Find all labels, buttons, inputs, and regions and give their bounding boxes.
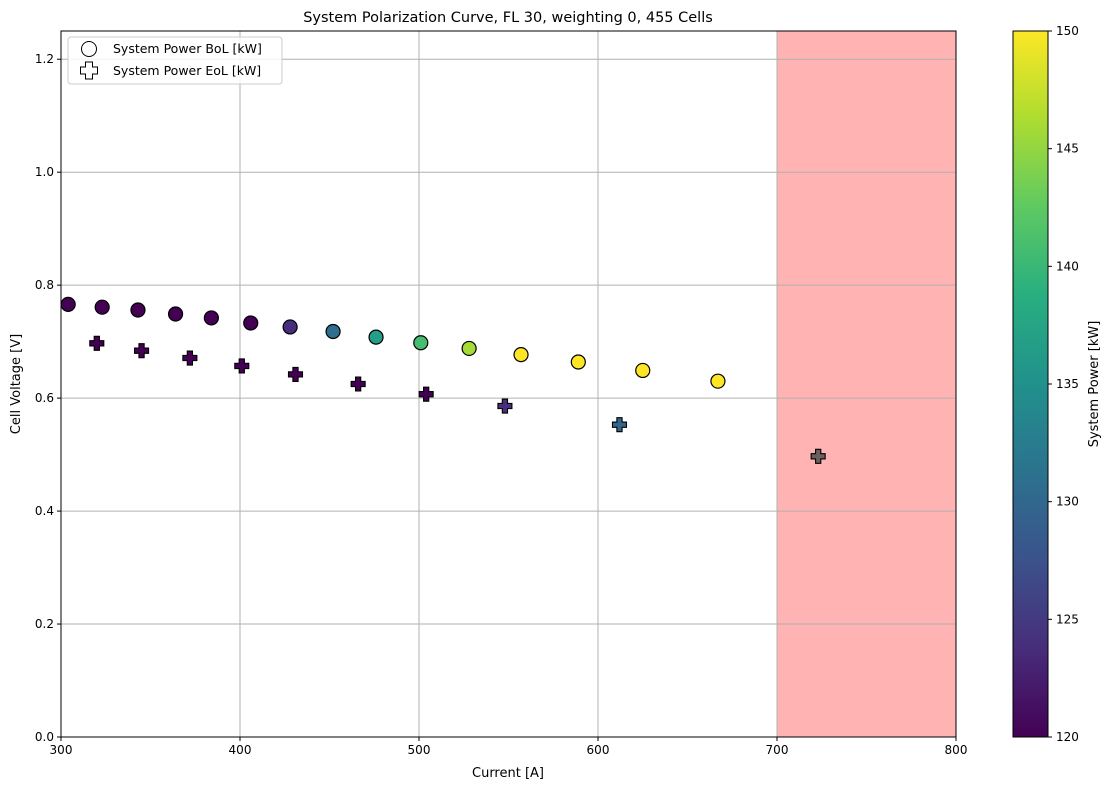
grid-lines [60,31,957,738]
colorbar-tick-label: 135 [1056,377,1079,391]
y-tick-label: 0.4 [35,504,54,518]
bol-point [325,323,341,340]
colorbar-tick-label: 130 [1056,495,1079,509]
eol-point [234,358,250,374]
legend: System Power BoL [kW] System Power EoL [… [67,36,283,85]
x-tick-label: 500 [408,743,431,757]
bol-point [130,302,146,318]
bol-point [570,354,586,370]
x-axis-ticks: 300 400 500 600 700 800 [50,737,968,757]
legend-label-bol: System Power BoL [kW] [113,41,262,56]
eol-point [287,366,304,382]
y-axis-label: Cell Voltage [V] [9,334,24,434]
shaded-region [777,31,956,737]
bol-point [635,362,651,379]
legend-plus-marker [80,61,98,80]
colorbar-label: System Power [kW] [1087,321,1102,448]
colorbar-tick-label: 140 [1056,259,1079,273]
bol-point [282,319,298,335]
bol-point [461,340,477,357]
y-tick-label: 1.0 [35,165,54,179]
y-tick-label: 0.0 [35,730,54,744]
bol-point [94,299,110,315]
y-tick-label: 0.8 [35,278,54,292]
bol-point [710,373,726,389]
eol-point [350,376,366,392]
x-tick-label: 300 [50,743,73,757]
x-axis-label: Current [A] [472,766,544,781]
bol-point [167,306,184,322]
bol-point [413,335,429,351]
colorbar-tick-label: 125 [1056,612,1079,626]
y-tick-label: 0.2 [35,617,54,631]
colorbar-tick-label: 145 [1056,142,1079,156]
bol-point [368,329,384,345]
bol-point [203,310,219,326]
eol-point [89,335,105,351]
y-tick-label: 0.6 [35,391,54,405]
chart-title: System Polarization Curve, FL 30, weight… [303,10,713,26]
eol-point [810,448,826,464]
colorbar-ticks: 120 125 130 135 140 145 150 [1048,24,1079,744]
colorbar-tick-label: 120 [1056,730,1079,744]
legend-box [67,36,283,85]
y-tick-label: 1.2 [35,52,54,66]
x-tick-label: 800 [945,743,968,757]
colorbar: 120 125 130 135 140 145 150 System Power [kW] [1012,24,1102,744]
bol-point [243,315,259,331]
x-tick-label: 600 [587,743,610,757]
x-tick-label: 700 [766,743,789,757]
colorbar-gradient [1012,30,1049,738]
legend-circle-marker [81,41,97,57]
data-points [60,296,826,464]
legend-label-eol: System Power EoL [kW] [113,63,261,78]
eol-point [182,350,198,366]
bol-point [60,296,76,312]
colorbar-tick-label: 150 [1056,24,1079,38]
eol-point [497,398,513,414]
y-axis-ticks: 0.0 0.2 0.4 0.6 0.8 1.0 1.2 [35,52,61,744]
bol-point [513,347,529,363]
plot-frame [60,30,957,738]
eol-point [611,417,628,433]
eol-point [134,343,150,359]
eol-point [418,386,434,402]
x-tick-label: 400 [229,743,252,757]
